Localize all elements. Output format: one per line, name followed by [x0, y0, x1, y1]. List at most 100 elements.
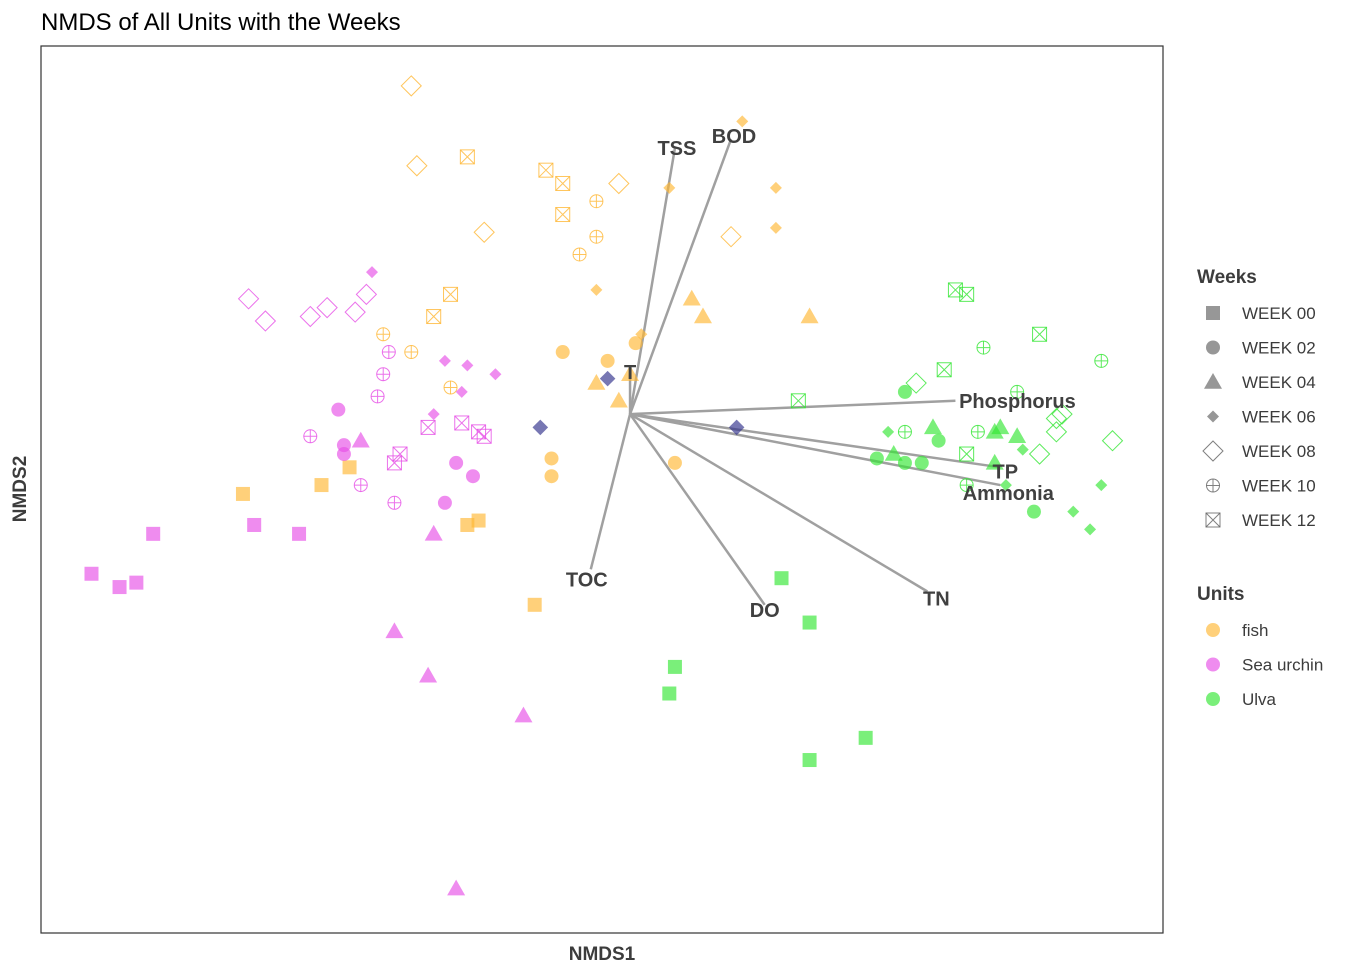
data-point — [381, 345, 396, 360]
data-point — [970, 424, 985, 439]
data-point — [376, 327, 391, 342]
data-point — [237, 288, 260, 310]
data-point — [299, 305, 321, 328]
legend-item-unit: Sea urchin — [1206, 656, 1323, 675]
legend-label: WEEK 04 — [1242, 373, 1316, 392]
chart-title: NMDS of All Units with the Weeks — [41, 9, 401, 36]
data-point — [869, 451, 884, 466]
vector-label-ammonia: Ammonia — [963, 483, 1055, 505]
legend-label: Ulva — [1242, 690, 1277, 709]
legend-label: WEEK 08 — [1242, 442, 1316, 461]
data-point — [1016, 443, 1029, 456]
data-point — [936, 362, 952, 378]
data-point — [331, 402, 346, 417]
legend-symbol-circle-plus-icon — [1206, 478, 1220, 493]
legend-item-week: WEEK 06 — [1207, 408, 1316, 427]
data-point — [473, 221, 495, 243]
data-point — [884, 445, 903, 461]
data-point — [555, 207, 571, 223]
data-point — [608, 172, 630, 195]
data-point — [438, 354, 451, 367]
data-point — [459, 149, 475, 165]
data-point — [600, 353, 615, 368]
data-point — [1032, 326, 1048, 342]
data-point — [769, 181, 782, 194]
data-point — [1010, 384, 1025, 399]
data-point — [292, 526, 307, 541]
legend-label: WEEK 02 — [1242, 339, 1316, 358]
vector-toc — [589, 413, 632, 570]
data-point — [897, 384, 912, 399]
data-point — [667, 455, 682, 470]
data-point — [455, 385, 468, 398]
legend-label: Sea urchin — [1242, 656, 1323, 675]
data-point-overlap — [532, 419, 549, 436]
data-point — [353, 478, 368, 493]
data-point — [800, 307, 819, 324]
data-point — [923, 418, 942, 435]
legend-item-unit: fish — [1206, 621, 1268, 640]
data-point — [129, 575, 144, 590]
data-point — [404, 345, 419, 360]
data-point — [931, 433, 946, 448]
data-point — [914, 455, 929, 470]
data-point — [572, 247, 587, 262]
vector-label-tp: TP — [993, 461, 1019, 483]
data-point — [858, 730, 873, 745]
data-point — [544, 451, 559, 466]
data-point-overlap — [599, 370, 616, 387]
points-layer — [84, 75, 1124, 896]
vector-layer — [589, 138, 1001, 606]
data-point — [1094, 353, 1109, 368]
data-point — [489, 368, 502, 381]
data-point — [999, 479, 1012, 492]
legend-symbol-square-cross-icon — [1205, 512, 1221, 528]
data-point — [663, 181, 676, 194]
legend-symbol-circle-icon — [1206, 340, 1220, 355]
data-point — [628, 336, 643, 351]
data-point — [882, 425, 895, 438]
data-point-overlap — [728, 419, 745, 436]
data-point — [991, 418, 1010, 435]
data-point — [84, 566, 99, 581]
legend-item-week: WEEK 00 — [1206, 304, 1316, 323]
data-point — [959, 286, 975, 302]
data-point — [959, 446, 975, 462]
data-point — [769, 221, 782, 234]
data-point — [1051, 403, 1073, 425]
legend-symbol-circle-icon — [1206, 692, 1220, 706]
data-point — [514, 706, 533, 723]
vector-label-bod: BOD — [712, 126, 756, 148]
data-point — [774, 571, 789, 586]
data-point — [1095, 479, 1108, 492]
data-point — [426, 309, 442, 325]
data-point — [589, 229, 604, 244]
data-point — [527, 597, 542, 612]
data-point — [1101, 430, 1124, 452]
data-point — [555, 345, 570, 360]
data-point — [1028, 443, 1051, 465]
vector-tn — [629, 413, 929, 593]
data-point — [303, 429, 318, 444]
data-point — [112, 580, 127, 595]
data-point — [587, 374, 606, 390]
data-point — [387, 495, 402, 510]
vector-label-toc: TOC — [566, 569, 608, 591]
legend-units-title: Units — [1197, 584, 1245, 605]
data-point — [376, 367, 391, 382]
data-point — [336, 447, 351, 462]
vector-label-tn: TN — [923, 589, 950, 611]
data-point — [544, 469, 559, 484]
data-point — [344, 301, 366, 323]
data-point — [443, 380, 458, 395]
legend-item-week: WEEK 04 — [1204, 373, 1316, 392]
data-point — [736, 115, 749, 128]
vector-ammonia — [629, 412, 1001, 487]
data-point — [959, 478, 974, 493]
data-point — [235, 486, 250, 501]
legend-label: WEEK 00 — [1242, 304, 1316, 323]
vector-label-t: T — [624, 362, 636, 384]
data-point — [370, 389, 385, 404]
data-point — [447, 879, 466, 896]
data-point — [443, 286, 459, 302]
